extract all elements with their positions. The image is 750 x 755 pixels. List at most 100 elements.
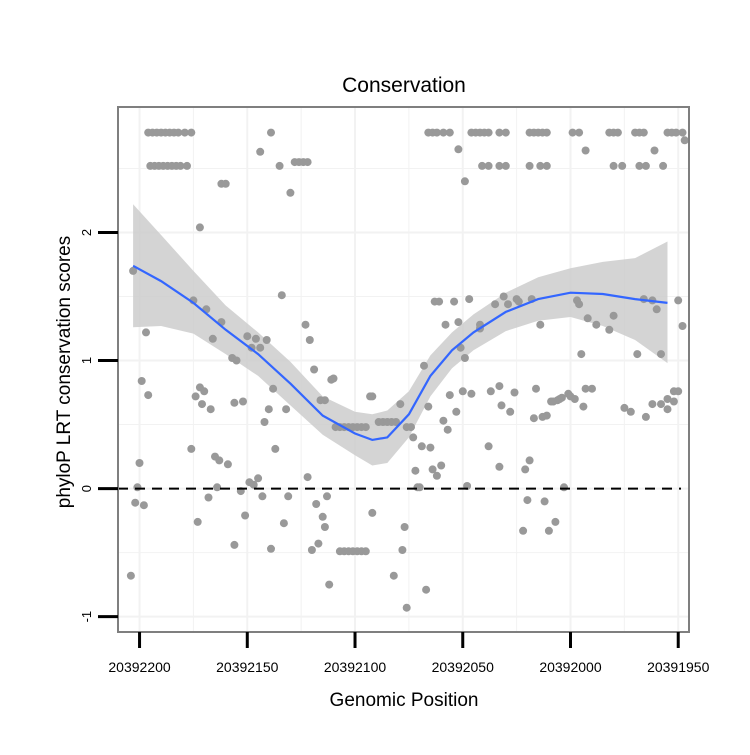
data-point [577, 350, 586, 359]
data-point [532, 384, 540, 393]
data-point [613, 128, 622, 137]
data-point [659, 161, 668, 170]
data-point [232, 356, 241, 365]
data-point [609, 161, 618, 170]
data-point [325, 580, 334, 589]
data-point [409, 433, 418, 442]
data-point [176, 161, 185, 170]
data-point [303, 473, 312, 482]
data-point [525, 456, 534, 465]
data-point [249, 480, 258, 489]
data-point [303, 158, 312, 167]
data-point [478, 161, 487, 170]
data-point [536, 161, 545, 170]
data-point [439, 128, 448, 137]
plot-background [118, 107, 689, 632]
data-point [674, 296, 683, 305]
data-point [318, 512, 327, 521]
data-point [424, 402, 433, 411]
x-tick-label: 20392000 [539, 659, 602, 675]
data-point [551, 517, 560, 526]
data-point [389, 571, 398, 580]
data-point [135, 459, 144, 467]
data-point [282, 405, 291, 414]
smooth-line [132, 264, 668, 442]
data-point [491, 300, 500, 309]
data-point [460, 177, 469, 186]
data-point [368, 392, 377, 401]
x-tick-label: 20392200 [108, 659, 171, 675]
data-point [422, 585, 431, 594]
data-point [398, 546, 407, 554]
data-point [521, 465, 530, 474]
data-point [626, 407, 635, 416]
data-point [392, 418, 400, 426]
data-point [454, 145, 463, 154]
data-point [460, 354, 469, 362]
data-point [180, 128, 189, 137]
data-point [277, 291, 286, 300]
data-point [495, 161, 504, 170]
data-point [657, 350, 665, 359]
data-point [435, 297, 444, 306]
data-point [139, 501, 148, 510]
data-point [215, 456, 224, 465]
data-point [650, 146, 659, 155]
data-point [310, 365, 319, 374]
data-point [588, 384, 596, 393]
chart-title: Conservation [342, 74, 466, 97]
data-point [579, 402, 588, 411]
data-point [256, 147, 265, 156]
x-tick-label: 20392050 [432, 659, 495, 675]
data-point [575, 300, 584, 309]
data-point [206, 405, 215, 414]
data-point [275, 161, 284, 170]
data-point [187, 444, 196, 453]
x-tick-label: 20392100 [324, 659, 387, 675]
data-point [200, 387, 209, 396]
data-point [583, 314, 592, 323]
data-point [674, 387, 683, 396]
data-point [230, 540, 239, 549]
data-point [639, 128, 648, 137]
data-point [129, 266, 138, 275]
data-point [605, 325, 614, 334]
data-point [407, 423, 415, 432]
data-point [420, 361, 428, 370]
data-point [540, 497, 549, 506]
data-point [495, 382, 504, 391]
data-point [213, 483, 222, 492]
data-point [126, 571, 135, 580]
data-point [542, 161, 551, 170]
data-point [657, 400, 665, 409]
data-point [426, 443, 435, 452]
data-point [221, 179, 230, 188]
data-point [484, 128, 493, 137]
y-tick-label: 2 [79, 229, 94, 236]
data-point [432, 471, 441, 480]
data-point [486, 387, 495, 396]
y-tick-label: 1 [79, 357, 94, 364]
data-point [544, 526, 553, 535]
data-point [174, 128, 183, 137]
data-point [581, 384, 590, 393]
data-point [437, 461, 446, 470]
x-axis-label: Genomic Position [330, 690, 479, 711]
data-point [542, 128, 551, 137]
data-point [260, 418, 269, 426]
data-point [570, 395, 579, 403]
confidence-ribbon [133, 204, 668, 466]
data-point [314, 539, 323, 548]
data-point [267, 128, 275, 137]
data-point [443, 425, 452, 434]
data-point [504, 300, 512, 309]
data-point [568, 128, 577, 137]
data-point [445, 128, 454, 137]
y-axis-label: phyloP LRT conservation scores [54, 236, 75, 509]
x-tick-label: 20391950 [647, 659, 710, 675]
data-point [230, 398, 239, 407]
data-point [484, 161, 493, 170]
data-point [262, 336, 271, 344]
data-point [191, 392, 200, 401]
data-point [195, 223, 204, 232]
